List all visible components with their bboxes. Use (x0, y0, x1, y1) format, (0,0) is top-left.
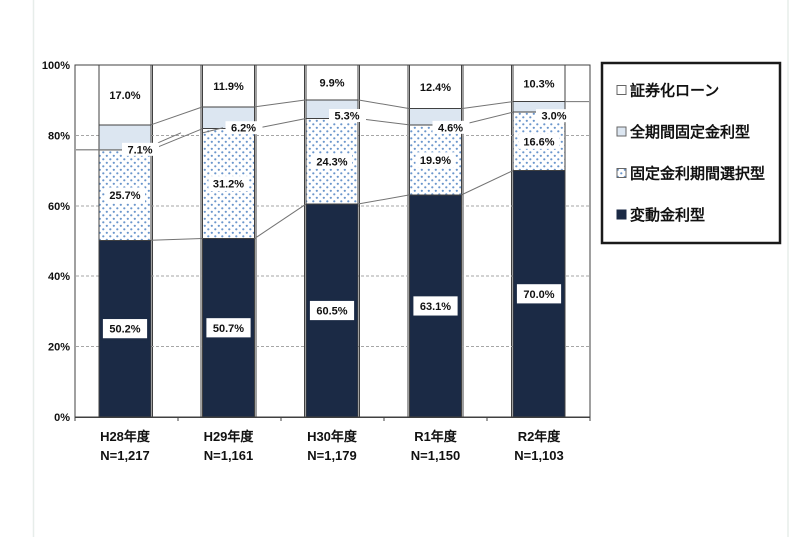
value-label-full-term-fixed-cat3: 4.6% (438, 122, 463, 134)
value-label-securitized-cat2: 9.9% (319, 77, 344, 89)
x-axis-category-label-2: H30年度 (307, 429, 358, 444)
connector-boundary1-gap0 (150, 238, 203, 241)
value-label-securitized-cat4: 10.3% (523, 78, 554, 90)
connector-boundary3-gap1 (254, 99, 307, 108)
legend-marker-fixed-rate-period-selectable (616, 168, 627, 178)
connector-boundary1-gap3 (461, 170, 514, 196)
value-label-variable-rate-cat2: 60.5% (316, 306, 347, 318)
x-axis-category-label-4: R2年度 (518, 429, 562, 444)
value-label-fixed-period-cat3: 19.9% (420, 155, 451, 167)
x-axis-category-label-0: H28年度 (100, 429, 151, 444)
connector-boundary1-gap2 (357, 194, 410, 205)
segment-securitized-loan-cat1 (202, 64, 255, 108)
value-box-fixed-period-cat3 (415, 152, 456, 168)
x-axis-n-label-1: N=1,161 (204, 448, 254, 463)
value-box-variable-rate-cat4 (515, 282, 563, 306)
y-axis-tick-label-20%: 20% (48, 342, 70, 354)
value-label-fixed-period-cat2: 24.3% (316, 156, 347, 168)
value-label-fixed-period-cat1: 31.2% (213, 179, 244, 191)
gap-column-1 (255, 64, 305, 418)
connector-boundary2-gap2 (357, 118, 410, 126)
bar-column-0 (98, 64, 152, 418)
x-axis-n-label-3: N=1,150 (411, 448, 461, 463)
value-box-full-term-fixed-cat1 (225, 121, 263, 135)
legend-item-variable-rate: 変動金利型 (616, 206, 705, 224)
connector-boundary2-gap3 (461, 111, 514, 126)
bar-column-3 (409, 64, 462, 418)
x-axis-n-label-4: N=1,103 (514, 448, 564, 463)
y-axis-tick-label-80%: 80% (48, 130, 70, 142)
value-label-full-term-fixed-cat0: 7.1% (127, 144, 152, 156)
value-box-variable-rate-cat2 (308, 299, 356, 322)
legend-marker-securitized-loan (616, 85, 627, 95)
value-label-securitized-cat1: 11.9% (213, 81, 244, 93)
value-label-securitized-cat0: 17.0% (109, 90, 140, 102)
segment-securitized-loan-cat0 (98, 64, 152, 126)
connector-boundary2-gap0 (150, 128, 203, 151)
value-box-variable-rate-cat0 (101, 317, 149, 341)
legend-label-full-term-fixed-rate: 全期間固定金利型 (629, 123, 750, 141)
value-box-fixed-period-cat0 (105, 187, 145, 203)
x-axis-category-label-3: R1年度 (414, 429, 458, 444)
gap-column-3 (462, 64, 512, 418)
gap-column-2 (359, 64, 409, 418)
connector-boundary3-gap0 (150, 106, 203, 126)
value-box-fixed-period-cat2 (312, 153, 352, 169)
legend-marker-full-term-fixed-rate (616, 126, 627, 137)
value-box-full-term-fixed-cat0 (122, 142, 159, 156)
connector-boundary3-gap3 (461, 101, 514, 110)
value-label-full-term-fixed-cat4: 3.0% (541, 111, 566, 123)
connector-boundary3-gap2 (357, 99, 410, 110)
y-axis-tick-label-0%: 0% (54, 412, 70, 424)
value-box-full-term-fixed-cat3 (432, 120, 470, 134)
value-label-full-term-fixed-cat1: 6.2% (231, 123, 256, 135)
legend-label-fixed-rate-period-selectable: 固定金利期間選択型 (630, 165, 765, 183)
value-box-fixed-period-cat1 (208, 176, 249, 192)
value-label-fixed-period-cat0: 25.7% (109, 190, 140, 202)
connector-boundary2-gap1 (254, 118, 307, 130)
x-axis-category-label-1: H29年度 (204, 429, 255, 444)
value-box-variable-rate-cat1 (204, 316, 253, 340)
y-axis-tick-label-100%: 100% (42, 60, 70, 72)
legend-label-securitized-loan: 証券化ローン (630, 82, 719, 100)
legend-box (600, 61, 782, 245)
leader-line-6-2 (202, 127, 224, 134)
value-label-variable-rate-cat0: 50.2% (109, 324, 140, 336)
x-axis-n-label-2: N=1,179 (307, 448, 357, 463)
bar-column-1 (202, 64, 255, 418)
value-label-variable-rate-cat3: 63.1% (420, 301, 451, 313)
y-axis-tick-label-60%: 60% (48, 201, 70, 213)
value-box-variable-rate-cat3 (411, 294, 460, 318)
legend-label-variable-rate: 変動金利型 (630, 206, 705, 224)
value-label-securitized-cat3: 12.4% (420, 82, 451, 94)
legend-item-full-term-fixed-rate: 全期間固定金利型 (616, 123, 750, 141)
y-axis-tick-label-40%: 40% (48, 271, 70, 283)
value-label-full-term-fixed-cat2: 5.3% (334, 111, 359, 123)
value-label-fixed-period-cat4: 16.6% (523, 136, 554, 148)
value-label-variable-rate-cat1: 50.7% (213, 323, 244, 335)
x-axis-n-label-0: N=1,217 (100, 448, 150, 463)
connector-boundary1-gap1 (254, 203, 307, 239)
legend-marker-variable-rate (616, 209, 627, 220)
value-box-fixed-period-cat4 (519, 133, 559, 149)
value-box-full-term-fixed-cat4 (536, 109, 573, 123)
value-box-full-term-fixed-cat2 (329, 109, 366, 123)
gap-column-0 (152, 64, 202, 418)
segment-securitized-loan-cat4 (512, 64, 566, 103)
segment-securitized-loan-cat2 (305, 64, 359, 101)
leader-line-7-1-diagonal (157, 132, 182, 144)
value-label-variable-rate-cat4: 70.0% (523, 289, 554, 301)
legend-item-fixed-rate-period-selectable: 固定金利期間選択型 (616, 165, 765, 183)
segment-securitized-loan-cat3 (409, 64, 462, 110)
legend-item-securitized-loan: 証券化ローン (616, 82, 719, 100)
